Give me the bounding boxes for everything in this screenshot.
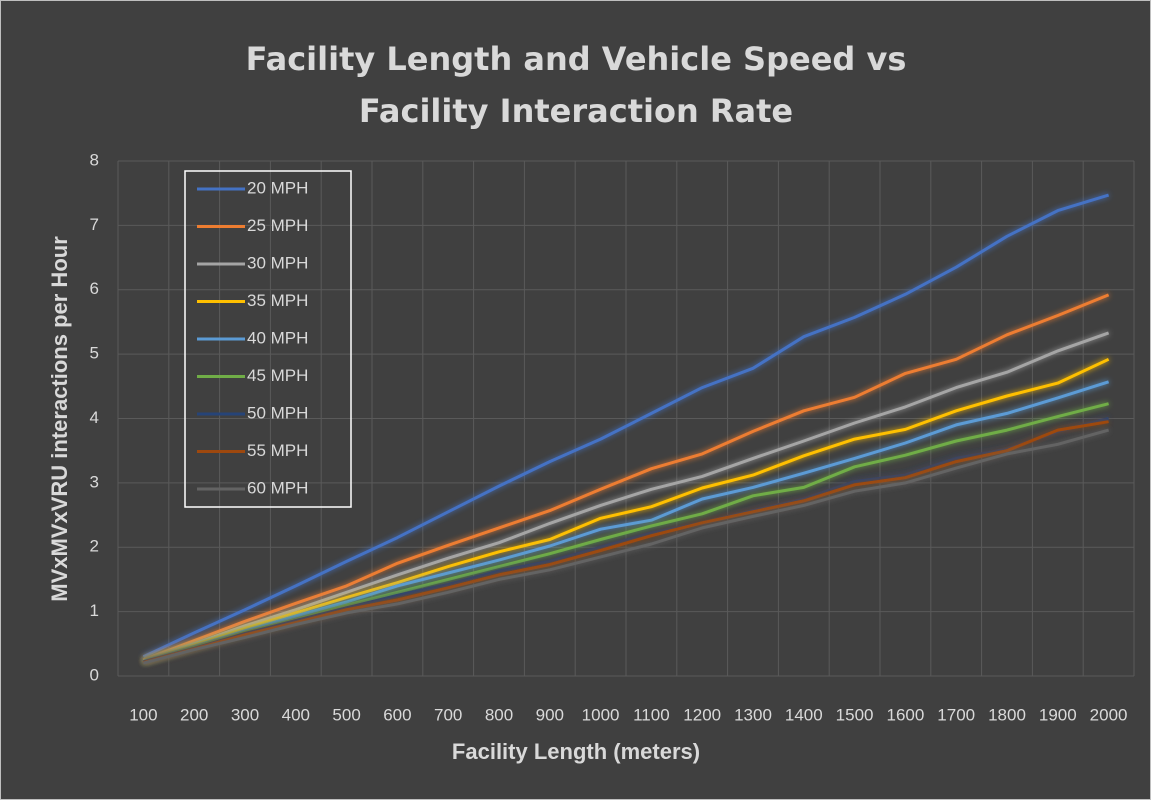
legend-box xyxy=(184,170,352,508)
x-tick-label: 1500 xyxy=(836,705,874,724)
legend-label: 40 MPH xyxy=(247,328,308,347)
x-tick-label: 600 xyxy=(383,705,411,724)
y-tick-label: 7 xyxy=(90,215,99,234)
x-tick-label: 400 xyxy=(282,705,310,724)
y-axis-label: MVxMVxVRU interactions per Hour xyxy=(47,236,72,602)
legend-label: 35 MPH xyxy=(247,291,308,310)
x-tick-label: 1300 xyxy=(734,705,772,724)
x-tick-label: 1900 xyxy=(1039,705,1077,724)
x-tick-label: 1000 xyxy=(582,705,620,724)
x-tick-label: 1200 xyxy=(683,705,721,724)
x-tick-label: 500 xyxy=(332,705,360,724)
x-tick-label: 1600 xyxy=(886,705,924,724)
legend-label: 20 MPH xyxy=(247,178,308,197)
legend-label: 45 MPH xyxy=(247,366,308,385)
x-tick-label: 2000 xyxy=(1090,705,1128,724)
legend-label: 50 MPH xyxy=(247,403,308,422)
series-line xyxy=(142,357,1110,662)
x-tick-label: 1400 xyxy=(785,705,823,724)
y-tick-label: 8 xyxy=(90,150,99,169)
y-tick-label: 2 xyxy=(90,537,99,556)
y-tick-label: 4 xyxy=(90,408,99,427)
y-tick-label: 3 xyxy=(90,472,99,491)
x-tick-label: 700 xyxy=(434,705,462,724)
x-tick-label: 800 xyxy=(485,705,513,724)
legend-label: 55 MPH xyxy=(247,441,308,460)
series-line xyxy=(143,420,1109,664)
y-tick-label: 5 xyxy=(90,344,99,363)
x-tick-label: 200 xyxy=(180,705,208,724)
y-tick-label: 1 xyxy=(90,601,99,620)
x-tick-label: 300 xyxy=(231,705,259,724)
legend-label: 30 MPH xyxy=(247,253,308,272)
x-tick-label: 900 xyxy=(536,705,564,724)
series-line xyxy=(142,193,1110,659)
series-line xyxy=(143,428,1110,665)
y-tick-label: 6 xyxy=(90,279,99,298)
chart-title: Facility Length and Vehicle Speed vs Fac… xyxy=(245,40,907,130)
legend-label: 25 MPH xyxy=(247,216,308,235)
y-tick-label: 0 xyxy=(90,665,99,684)
series-line xyxy=(142,331,1110,662)
series-line xyxy=(142,293,1110,662)
series-line xyxy=(142,380,1110,663)
x-tick-label: 1800 xyxy=(988,705,1026,724)
legend-label: 60 MPH xyxy=(247,478,308,497)
x-axis-label: Facility Length (meters) xyxy=(452,739,700,764)
x-tick-label: 100 xyxy=(129,705,157,724)
series-line xyxy=(143,417,1109,664)
x-tick-label: 1100 xyxy=(633,705,670,724)
x-tick-label: 1700 xyxy=(937,705,975,724)
